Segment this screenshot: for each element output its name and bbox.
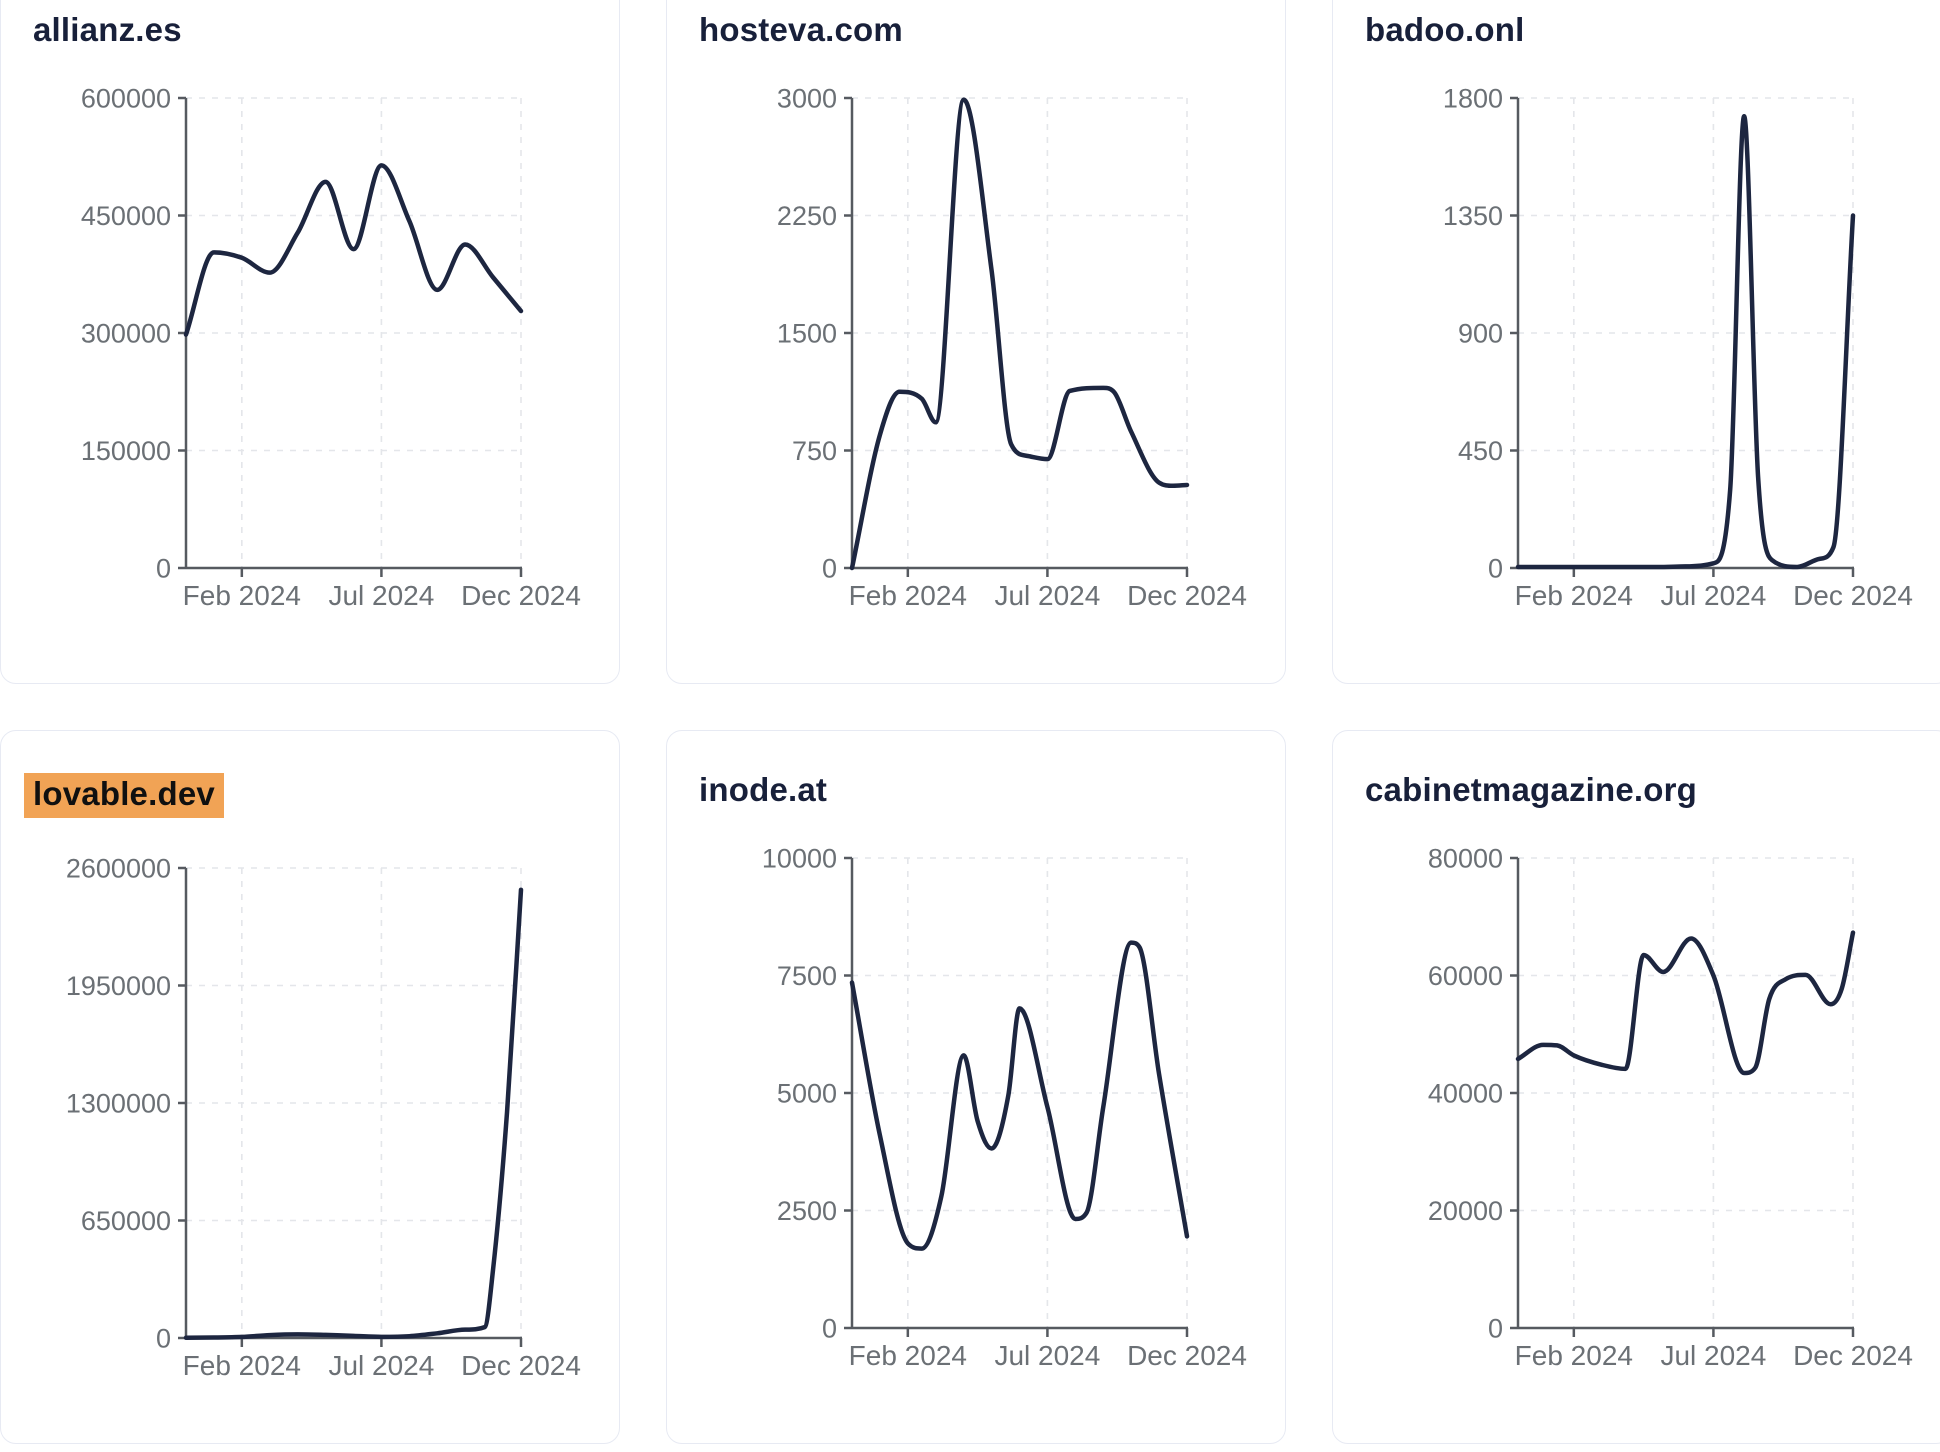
chart-card-allianz-es: allianz.es 0 150000 300000 450000 600000 Feb … bbox=[0, 0, 620, 684]
series-line bbox=[183, 162, 524, 337]
card-title-row: inode.at bbox=[699, 771, 1253, 808]
chart-title: hosteva.com bbox=[699, 11, 903, 48]
y-tick-label: 0 bbox=[1488, 1313, 1503, 1343]
series-line bbox=[849, 939, 1190, 1251]
line-chart-cabinetmagazine-org: 0 20000 40000 60000 80000 Feb 2024 Jul 2024 Dec… bbox=[1428, 843, 1913, 1369]
line-chart-inode-at: 0 2500 5000 7500 10000 Feb 2024 Jul 2024 Dec 20… bbox=[762, 843, 1247, 1369]
chart-card-hosteva-com: hosteva.com 0 750 1500 2250 3000 Feb 2024 Jul … bbox=[666, 0, 1286, 684]
y-tick-label: 5000 bbox=[777, 1078, 837, 1108]
chart-card-cabinetmagazine-org: cabinetmagazine.org 0 20000 40000 60000 8000… bbox=[1332, 730, 1940, 1444]
y-tick-label: 1350 bbox=[1443, 201, 1503, 231]
y-tick-label: 1300000 bbox=[66, 1088, 171, 1118]
x-tick-label: Jul 2024 bbox=[1660, 1340, 1766, 1369]
series-line bbox=[849, 96, 1190, 570]
series-line bbox=[1515, 113, 1856, 569]
y-tick-label: 20000 bbox=[1428, 1196, 1503, 1226]
y-tick-label: 7500 bbox=[777, 961, 837, 991]
y-tick-label: 900 bbox=[1458, 318, 1503, 348]
x-tick-label: Jul 2024 bbox=[994, 580, 1100, 609]
card-title-row: hosteva.com bbox=[699, 11, 1253, 48]
chart-title: allianz.es bbox=[33, 11, 182, 48]
x-tick-label: Jul 2024 bbox=[1660, 580, 1766, 609]
y-tick-label: 150000 bbox=[81, 436, 171, 466]
line-chart-hosteva-com: 0 750 1500 2250 3000 Feb 2024 Jul 2024 Dec 2024 bbox=[777, 83, 1247, 609]
x-tick-label: Feb 2024 bbox=[849, 1340, 967, 1369]
y-tick-label: 80000 bbox=[1428, 843, 1503, 873]
y-tick-label: 0 bbox=[822, 1313, 837, 1343]
x-tick-label: Jul 2024 bbox=[328, 580, 434, 609]
line-chart-allianz-es: 0 150000 300000 450000 600000 Feb 2024 Jul 202… bbox=[81, 83, 581, 609]
x-tick-label: Dec 2024 bbox=[1127, 580, 1247, 609]
card-title-row: allianz.es bbox=[33, 11, 587, 48]
x-tick-label: Jul 2024 bbox=[328, 1350, 434, 1379]
x-tick-label: Jul 2024 bbox=[994, 1340, 1100, 1369]
chart-title: badoo.onl bbox=[1365, 11, 1525, 48]
card-title-row: cabinetmagazine.org bbox=[1365, 771, 1919, 808]
chart-title: inode.at bbox=[699, 771, 828, 808]
y-tick-label: 450000 bbox=[81, 201, 171, 231]
y-tick-label: 60000 bbox=[1428, 961, 1503, 991]
x-tick-label: Feb 2024 bbox=[183, 580, 301, 609]
y-tick-label: 750 bbox=[792, 436, 837, 466]
x-tick-label: Dec 2024 bbox=[461, 1350, 581, 1379]
y-tick-label: 450 bbox=[1458, 436, 1503, 466]
line-chart-lovable-dev: 0 650000 1300000 1950000 2600000 Feb 2024 Jul … bbox=[66, 853, 581, 1379]
series-line bbox=[1515, 930, 1856, 1075]
y-tick-label: 0 bbox=[1488, 553, 1503, 583]
chart-title: cabinetmagazine.org bbox=[1365, 771, 1698, 808]
x-tick-label: Feb 2024 bbox=[183, 1350, 301, 1379]
chart-title-highlighted: lovable.dev bbox=[24, 773, 224, 818]
y-tick-label: 600000 bbox=[81, 83, 171, 113]
x-tick-label: Dec 2024 bbox=[1127, 1340, 1247, 1369]
y-tick-label: 0 bbox=[156, 1323, 171, 1353]
x-tick-label: Dec 2024 bbox=[1793, 1340, 1913, 1369]
y-tick-label: 300000 bbox=[81, 318, 171, 348]
y-tick-label: 2500 bbox=[777, 1196, 837, 1226]
y-tick-label: 1950000 bbox=[66, 971, 171, 1001]
y-tick-label: 2600000 bbox=[66, 853, 171, 883]
y-tick-label: 1500 bbox=[777, 318, 837, 348]
x-tick-label: Dec 2024 bbox=[1793, 580, 1913, 609]
line-chart-badoo-onl: 0 450 900 1350 1800 Feb 2024 Jul 2024 Dec 2024 bbox=[1443, 83, 1913, 609]
y-tick-label: 1800 bbox=[1443, 83, 1503, 113]
series-line bbox=[183, 887, 524, 1340]
y-tick-label: 40000 bbox=[1428, 1078, 1503, 1108]
y-tick-label: 0 bbox=[156, 553, 171, 583]
y-tick-label: 3000 bbox=[777, 83, 837, 113]
chart-card-lovable-dev: lovable.dev 0 650000 1300000 1950000 2600000… bbox=[0, 730, 620, 1444]
y-tick-label: 10000 bbox=[762, 843, 837, 873]
y-tick-label: 0 bbox=[822, 553, 837, 583]
x-tick-label: Dec 2024 bbox=[461, 580, 581, 609]
y-tick-label: 650000 bbox=[81, 1206, 171, 1236]
x-tick-label: Feb 2024 bbox=[849, 580, 967, 609]
x-tick-label: Feb 2024 bbox=[1515, 580, 1633, 609]
x-tick-label: Feb 2024 bbox=[1515, 1340, 1633, 1369]
y-tick-label: 2250 bbox=[777, 201, 837, 231]
chart-card-badoo-onl: badoo.onl 0 450 900 1350 1800 Feb 2024 Jul 202… bbox=[1332, 0, 1940, 684]
card-title-row: badoo.onl bbox=[1365, 11, 1919, 48]
chart-card-inode-at: inode.at 0 2500 5000 7500 10000 Feb 2024 Jul 2… bbox=[666, 730, 1286, 1444]
card-title-row: lovable.dev bbox=[24, 773, 587, 818]
